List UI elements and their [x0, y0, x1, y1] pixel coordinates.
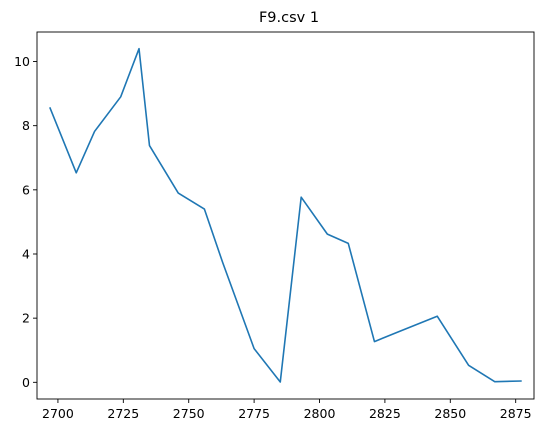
- y-tick-label: 4: [22, 246, 30, 261]
- x-tick-label: 2725: [107, 406, 139, 421]
- x-tick-label: 2750: [173, 406, 205, 421]
- plot-area: 2700 2725 2750 2775 2800 2825 2850 2875 0 2 4 6 8 10: [14, 31, 535, 421]
- x-tick-label: 2775: [238, 406, 270, 421]
- x-tick-label: 2825: [369, 406, 401, 421]
- y-tick-label: 10: [14, 54, 30, 69]
- x-tick-label: 2700: [42, 406, 74, 421]
- axes-frame: [36, 31, 535, 400]
- y-tick-label: 0: [22, 375, 30, 390]
- y-tick-label: 8: [22, 118, 30, 133]
- x-tick-label: 2850: [434, 406, 466, 421]
- chart-title: F9.csv 1: [259, 10, 319, 26]
- y-tick-label: 6: [22, 182, 30, 197]
- y-tick-label: 2: [22, 311, 30, 326]
- x-tick-label: 2875: [500, 406, 532, 421]
- series-line-0: [49, 47, 522, 383]
- x-tick-label: 2800: [304, 406, 336, 421]
